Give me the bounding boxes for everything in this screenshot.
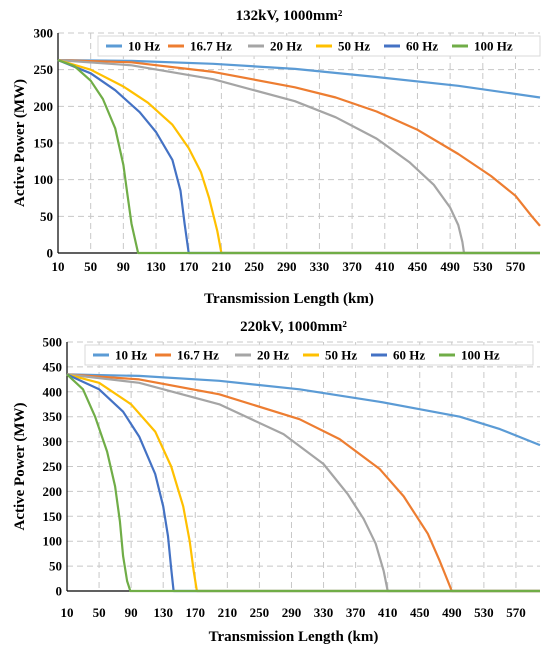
x-tick-label: 90 bbox=[125, 605, 138, 620]
x-tick-label: 90 bbox=[117, 259, 130, 274]
x-tick-label: 370 bbox=[342, 259, 362, 274]
x-axis-title: Transmission Length (km) bbox=[204, 291, 374, 307]
series-line-100-hz bbox=[57, 59, 540, 255]
legend-label: 50 Hz bbox=[338, 39, 370, 54]
series-line-50-hz bbox=[66, 373, 540, 593]
x-tick-label: 130 bbox=[153, 605, 173, 620]
y-tick-label: 0 bbox=[56, 584, 63, 599]
legend-label: 10 Hz bbox=[128, 39, 160, 54]
legend-label: 60 Hz bbox=[393, 348, 425, 363]
x-tick-label: 570 bbox=[506, 605, 526, 620]
series-line-60-hz bbox=[57, 59, 540, 255]
chart-title: 220kV, 1000mm² bbox=[240, 319, 347, 335]
x-tick-label: 450 bbox=[408, 259, 428, 274]
x-tick-label: 170 bbox=[186, 605, 206, 620]
x-tick-label: 210 bbox=[212, 259, 232, 274]
x-tick-label: 10 bbox=[52, 259, 65, 274]
series-line-16-7-hz bbox=[66, 373, 540, 593]
series-line-10-hz bbox=[57, 59, 541, 99]
y-tick-label: 250 bbox=[34, 62, 54, 77]
x-tick-label: 10 bbox=[61, 605, 74, 620]
series-line-50-hz bbox=[57, 59, 540, 255]
x-tick-label: 170 bbox=[179, 259, 199, 274]
y-tick-label: 300 bbox=[34, 26, 54, 41]
x-tick-label: 210 bbox=[218, 605, 238, 620]
y-tick-label: 450 bbox=[43, 359, 63, 374]
y-tick-label: 200 bbox=[34, 99, 54, 114]
series-line-10-hz bbox=[66, 373, 541, 447]
x-tick-label: 570 bbox=[506, 259, 526, 274]
series-line-20-hz bbox=[57, 59, 540, 255]
x-tick-label: 530 bbox=[474, 605, 494, 620]
x-tick-label: 50 bbox=[84, 259, 97, 274]
chart-title: 132kV, 1000mm² bbox=[236, 8, 343, 24]
y-tick-label: 0 bbox=[47, 246, 54, 261]
legend: 10 Hz 16.7 Hz 20 Hz 50 Hz 60 Hz 100 Hz bbox=[84, 344, 534, 366]
x-tick-label: 410 bbox=[375, 259, 395, 274]
x-tick-label: 290 bbox=[277, 259, 297, 274]
legend-label: 20 Hz bbox=[257, 348, 289, 363]
legend: 10 Hz 16.7 Hz 20 Hz 50 Hz 60 Hz 100 Hz bbox=[97, 35, 541, 57]
y-tick-label: 50 bbox=[40, 209, 53, 224]
y-tick-label: 150 bbox=[43, 509, 63, 524]
y-tick-label: 100 bbox=[43, 534, 63, 549]
y-axis-title: Active Power (MW) bbox=[12, 402, 28, 530]
legend-label: 100 Hz bbox=[474, 39, 513, 54]
legend-label: 60 Hz bbox=[406, 39, 438, 54]
x-axis-title: Transmission Length (km) bbox=[209, 629, 379, 645]
x-tick-label: 250 bbox=[250, 605, 270, 620]
y-tick-label: 150 bbox=[34, 136, 54, 151]
x-tick-label: 250 bbox=[244, 259, 264, 274]
x-tick-label: 290 bbox=[282, 605, 302, 620]
legend-label: 50 Hz bbox=[325, 348, 357, 363]
x-tick-label: 50 bbox=[93, 605, 106, 620]
series-line-20-hz bbox=[66, 373, 540, 593]
y-tick-label: 500 bbox=[43, 335, 63, 350]
legend-label: 100 Hz bbox=[461, 348, 500, 363]
chart-1: 132kV, 1000mm² 0 50 100 150 200 250 300 10 50 90 13… bbox=[12, 8, 541, 307]
y-tick-label: 400 bbox=[43, 384, 63, 399]
x-tick-label: 330 bbox=[310, 259, 330, 274]
y-tick-label: 300 bbox=[43, 434, 63, 449]
x-tick-label: 450 bbox=[410, 605, 430, 620]
y-tick-label: 250 bbox=[43, 459, 63, 474]
x-tick-label: 490 bbox=[440, 259, 460, 274]
y-tick-label: 350 bbox=[43, 409, 63, 424]
legend-label: 16.7 Hz bbox=[190, 39, 232, 54]
x-tick-label: 330 bbox=[314, 605, 334, 620]
series-line-100-hz bbox=[66, 373, 540, 593]
legend-label: 20 Hz bbox=[270, 39, 302, 54]
series-line-16-7-hz bbox=[57, 59, 541, 227]
y-axis-title: Active Power (MW) bbox=[12, 79, 28, 207]
y-tick-label: 100 bbox=[34, 172, 54, 187]
legend-label: 10 Hz bbox=[115, 348, 147, 363]
chart-2: 220kV, 1000mm² 0 50 100 150 200 250 300 350 400 45… bbox=[12, 319, 541, 645]
x-tick-label: 530 bbox=[473, 259, 493, 274]
x-tick-label: 410 bbox=[378, 605, 398, 620]
y-tick-label: 50 bbox=[49, 559, 62, 574]
legend-label: 16.7 Hz bbox=[177, 348, 219, 363]
y-tick-label: 200 bbox=[43, 484, 63, 499]
series-line-60-hz bbox=[66, 373, 540, 593]
x-tick-label: 490 bbox=[442, 605, 462, 620]
x-tick-label: 370 bbox=[346, 605, 366, 620]
x-tick-label: 130 bbox=[146, 259, 166, 274]
